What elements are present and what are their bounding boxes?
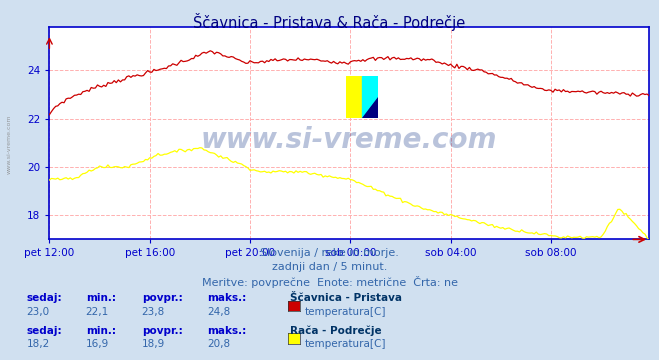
Text: 16,9: 16,9	[86, 339, 109, 349]
Text: 22,1: 22,1	[86, 307, 109, 317]
Text: Slovenija / reke in morje.: Slovenija / reke in morje.	[260, 248, 399, 258]
Text: min.:: min.:	[86, 326, 116, 336]
Bar	[346, 76, 362, 118]
Text: maks.:: maks.:	[208, 326, 247, 336]
Bar	[362, 76, 378, 118]
Text: povpr.:: povpr.:	[142, 293, 183, 303]
Text: sedaj:: sedaj:	[26, 326, 62, 336]
Text: 23,0: 23,0	[26, 307, 49, 317]
Text: sedaj:: sedaj:	[26, 293, 62, 303]
Text: 20,8: 20,8	[208, 339, 231, 349]
Text: Ščavnica - Pristava: Ščavnica - Pristava	[290, 293, 402, 303]
Polygon shape	[362, 97, 378, 118]
Text: min.:: min.:	[86, 293, 116, 303]
Text: temperatura[C]: temperatura[C]	[304, 339, 386, 349]
Text: povpr.:: povpr.:	[142, 326, 183, 336]
Text: temperatura[C]: temperatura[C]	[304, 307, 386, 317]
Text: www.si-vreme.com: www.si-vreme.com	[7, 114, 12, 174]
Text: zadnji dan / 5 minut.: zadnji dan / 5 minut.	[272, 262, 387, 272]
Text: 24,8: 24,8	[208, 307, 231, 317]
Text: 23,8: 23,8	[142, 307, 165, 317]
Text: www.si-vreme.com: www.si-vreme.com	[201, 126, 498, 154]
Text: Meritve: povprečne  Enote: metrične  Črta: ne: Meritve: povprečne Enote: metrične Črta:…	[202, 276, 457, 288]
Text: 18,2: 18,2	[26, 339, 49, 349]
Text: Ščavnica - Pristava & Rača - Podrečje: Ščavnica - Pristava & Rača - Podrečje	[193, 13, 466, 31]
Text: maks.:: maks.:	[208, 293, 247, 303]
Text: 18,9: 18,9	[142, 339, 165, 349]
Text: Rača - Podrečje: Rača - Podrečje	[290, 326, 382, 336]
